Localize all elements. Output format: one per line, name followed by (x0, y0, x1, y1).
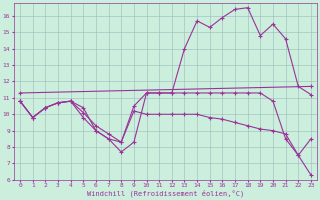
X-axis label: Windchill (Refroidissement éolien,°C): Windchill (Refroidissement éolien,°C) (87, 190, 244, 197)
